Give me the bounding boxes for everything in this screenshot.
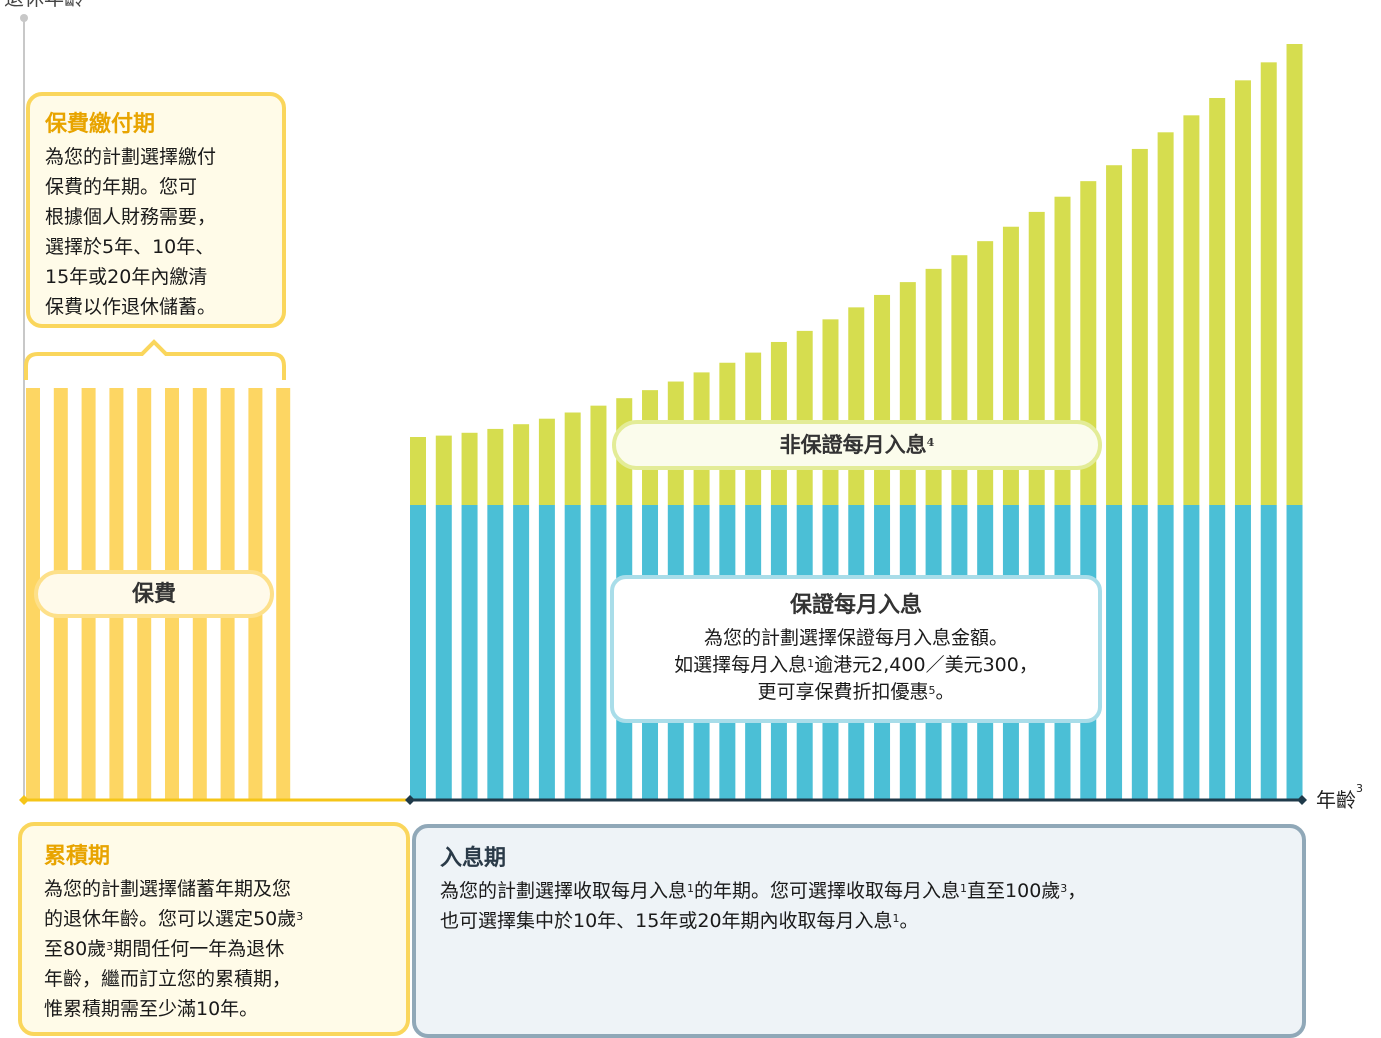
payment-period-title: 保費繳付期 bbox=[45, 111, 156, 137]
accumulation-line: 至80歲3期間任何一年為退休 bbox=[44, 938, 285, 960]
guaranteed-income-bar bbox=[538, 505, 555, 800]
nonguaranteed-income-bar bbox=[564, 412, 581, 505]
guaranteed-line: 更可享保費折扣優惠5。 bbox=[757, 681, 955, 703]
nonguaranteed-income-bar bbox=[899, 282, 916, 505]
guaranteed-income-title: 保證每月入息 bbox=[789, 592, 922, 618]
income-period-title: 入息期 bbox=[440, 845, 507, 871]
nonguaranteed-income-bar bbox=[410, 437, 426, 505]
axis-end-marker bbox=[1297, 795, 1307, 805]
income-period-card: 入息期 為您的計劃選擇收取每月入息1的年期。您可選擇收取每月入息1直至100歲3… bbox=[412, 824, 1306, 1038]
nonguaranteed-income-bar bbox=[1106, 165, 1123, 505]
nonguaranteed-income-bar bbox=[590, 405, 607, 505]
nonguaranteed-income-bar bbox=[435, 435, 452, 505]
guaranteed-income-bar bbox=[487, 505, 504, 800]
payment-line: 為您的計劃選擇繳付 bbox=[45, 146, 217, 168]
guaranteed-line: 為您的計劃選擇保證每月入息金額。 bbox=[703, 627, 1008, 649]
payment-line: 選擇於5年、10年、 bbox=[45, 236, 215, 258]
nonguaranteed-income-label: 非保證每月入息4 bbox=[612, 420, 1102, 470]
income-line: 為您的計劃選擇收取每月入息1的年期。您可選擇收取每月入息1直至100歲3， bbox=[440, 880, 1087, 902]
premium-bar bbox=[276, 388, 291, 800]
payment-line: 根據個人財務需要， bbox=[45, 206, 217, 228]
nonguaranteed-income-bar bbox=[796, 330, 813, 505]
nonguaranteed-income-bar bbox=[513, 424, 530, 505]
guaranteed-income-text: 為您的計劃選擇保證每月入息金額。 如選擇每月入息1逾港元2,400／美元300，… bbox=[620, 625, 1092, 706]
nonguaranteed-income-bar bbox=[487, 428, 504, 505]
nonguaranteed-income-bar bbox=[1234, 80, 1251, 506]
nonguaranteed-income-bar bbox=[1131, 148, 1148, 505]
accumulation-line: 為您的計劃選擇儲蓄年期及您 bbox=[44, 878, 292, 900]
guaranteed-income-bar bbox=[1157, 505, 1174, 800]
accumulation-line: 惟累積期需至少滿10年。 bbox=[44, 998, 259, 1020]
guaranteed-line: 如選擇每月入息1逾港元2,400／美元300， bbox=[674, 654, 1038, 676]
nonguaranteed-income-bar bbox=[1157, 132, 1174, 505]
guaranteed-income-bar bbox=[513, 505, 530, 800]
guaranteed-income-card: 保證每月入息 為您的計劃選擇保證每月入息金額。 如選擇每月入息1逾港元2,400… bbox=[610, 575, 1102, 723]
guaranteed-income-bar bbox=[1209, 505, 1226, 800]
premium-bar bbox=[26, 388, 40, 800]
accumulation-line: 年齡，繼而訂立您的累積期， bbox=[44, 968, 292, 990]
nonguaranteed-income-bar bbox=[1286, 44, 1303, 505]
guaranteed-income-bar bbox=[564, 505, 581, 800]
guaranteed-income-bar bbox=[461, 505, 478, 800]
income-line: 也可選擇集中於10年、15年或20年期內收取每月入息1。 bbox=[440, 910, 919, 932]
payment-line: 保費的年期。您可 bbox=[45, 176, 198, 198]
nonguaranteed-income-bar bbox=[1183, 115, 1200, 506]
payment-line: 保費以作退休儲蓄。 bbox=[45, 296, 217, 318]
nonguaranteed-income-bar bbox=[1260, 62, 1277, 505]
accumulation-period-card: 累積期 為您的計劃選擇儲蓄年期及您 的退休年齡。您可以選定50歲3 至80歲3期… bbox=[18, 822, 410, 1036]
accumulation-period-text: 為您的計劃選擇儲蓄年期及您 的退休年齡。您可以選定50歲3 至80歲3期間任何一… bbox=[44, 874, 392, 1024]
income-period-text: 為您的計劃選擇收取每月入息1的年期。您可選擇收取每月入息1直至100歲3， 也可… bbox=[440, 876, 1282, 936]
nonguaranteed-income-bar bbox=[538, 418, 555, 505]
axis-mid-marker bbox=[405, 795, 415, 805]
nonguaranteed-income-bar bbox=[874, 294, 891, 505]
guaranteed-income-bar bbox=[1106, 505, 1123, 800]
guaranteed-income-bar bbox=[1131, 505, 1148, 800]
payment-period-card: 保費繳付期 為您的計劃選擇繳付 保費的年期。您可 根據個人財務需要， 選擇於5年… bbox=[26, 92, 286, 328]
guaranteed-income-bar bbox=[1286, 505, 1303, 800]
axis-start-marker bbox=[19, 795, 29, 805]
nonguaranteed-income-bar bbox=[461, 432, 478, 505]
premium-label: 保費 bbox=[34, 570, 274, 618]
nonguaranteed-income-text: 非保證每月入息 bbox=[779, 432, 927, 457]
payment-bracket bbox=[24, 339, 286, 380]
guaranteed-income-bar bbox=[590, 505, 607, 800]
guaranteed-income-bar bbox=[1234, 505, 1251, 800]
payment-period-text: 為您的計劃選擇繳付 保費的年期。您可 根據個人財務需要， 選擇於5年、10年、 … bbox=[45, 142, 268, 322]
age-axis-label: 年齡3 bbox=[1316, 782, 1363, 812]
accumulation-line: 的退休年齡。您可以選定50歲3 bbox=[44, 908, 304, 930]
guaranteed-income-bar bbox=[435, 505, 452, 800]
nonguaranteed-income-bar bbox=[1209, 97, 1226, 506]
guaranteed-income-bar bbox=[1183, 505, 1200, 800]
vertical-axis-dot bbox=[20, 14, 28, 22]
accumulation-period-title: 累積期 bbox=[44, 843, 111, 869]
payment-line: 15年或20年內繳清 bbox=[45, 266, 208, 288]
nonguaranteed-income-bar bbox=[822, 319, 839, 505]
guaranteed-income-bar bbox=[410, 505, 426, 800]
nonguaranteed-income-bar bbox=[848, 307, 865, 505]
guaranteed-income-bar bbox=[1260, 505, 1277, 800]
top-axis-label: 退休年齡 bbox=[4, 0, 84, 11]
footnote-ref: 4 bbox=[926, 436, 935, 449]
